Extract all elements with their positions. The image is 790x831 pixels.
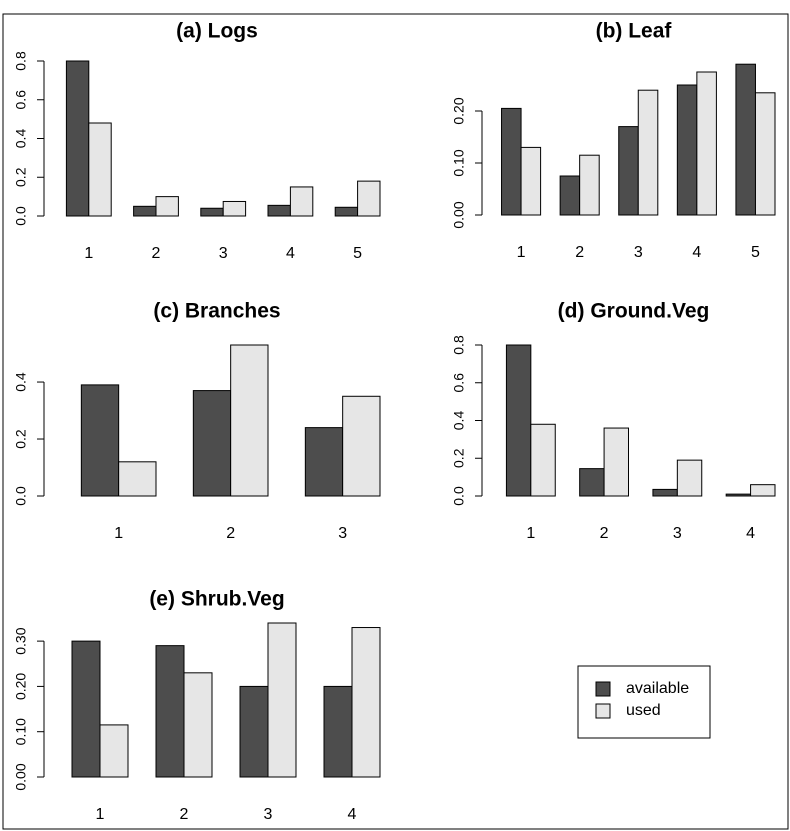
x-tick-label: 1 <box>114 525 123 542</box>
bar <box>579 154 600 216</box>
bar <box>676 459 703 497</box>
bar <box>696 71 717 216</box>
bar <box>618 126 639 216</box>
chart-title: (b) Leaf <box>596 20 673 43</box>
y-tick-label: 0.0 <box>13 486 29 506</box>
bar <box>222 200 247 217</box>
legend-box <box>577 665 711 739</box>
bar <box>267 622 297 778</box>
y-tick-label: 0.00 <box>13 763 29 790</box>
bar <box>735 63 756 216</box>
bar <box>155 196 179 217</box>
x-tick-label: 2 <box>152 245 161 262</box>
x-tick-label: 5 <box>751 244 760 261</box>
y-tick-label: 0.10 <box>451 149 467 176</box>
chart-title: (c) Branches <box>153 300 280 323</box>
bar <box>637 89 659 216</box>
x-tick-label: 3 <box>219 245 228 262</box>
bar <box>530 423 556 497</box>
x-tick-label: 1 <box>84 245 93 262</box>
bar <box>289 186 314 217</box>
bar <box>652 488 678 497</box>
bar <box>520 146 542 216</box>
bar <box>357 180 381 217</box>
bar <box>725 493 752 497</box>
bar <box>342 395 381 497</box>
y-tick-label: 0.6 <box>451 373 467 393</box>
bar <box>304 427 344 497</box>
bar <box>230 344 269 497</box>
bar <box>155 645 185 778</box>
x-tick-label: 1 <box>96 806 105 823</box>
bar <box>754 92 776 216</box>
bar <box>559 175 581 216</box>
bar <box>579 468 605 497</box>
x-tick-label: 3 <box>673 525 682 542</box>
bar <box>267 204 291 217</box>
y-tick-label: 0.8 <box>13 51 29 71</box>
bar <box>603 427 629 497</box>
x-tick-label: 4 <box>746 525 755 542</box>
bar <box>71 640 101 778</box>
y-tick-label: 0.2 <box>13 429 29 449</box>
y-tick-label: 0.20 <box>451 97 467 124</box>
x-tick-label: 1 <box>517 244 526 261</box>
y-tick-label: 0.0 <box>13 206 29 226</box>
bar <box>501 107 522 216</box>
y-tick-label: 0.4 <box>13 372 29 392</box>
bar <box>351 627 381 778</box>
y-tick-label: 0.00 <box>451 201 467 228</box>
y-tick-label: 0.4 <box>13 129 29 149</box>
x-tick-label: 5 <box>353 245 362 262</box>
bar <box>239 685 269 778</box>
x-tick-label: 4 <box>692 244 701 261</box>
legend-swatch <box>595 681 611 697</box>
x-tick-label: 2 <box>600 525 609 542</box>
y-tick-label: 0.8 <box>451 335 467 355</box>
x-tick-label: 3 <box>338 525 347 542</box>
x-tick-label: 4 <box>348 806 357 823</box>
bar <box>505 344 532 497</box>
legend <box>577 665 711 739</box>
x-tick-label: 1 <box>526 525 535 542</box>
bar <box>200 207 224 217</box>
bar <box>80 384 120 497</box>
bar <box>192 390 232 497</box>
chart-title: (e) Shrub.Veg <box>149 588 284 611</box>
x-tick-label: 2 <box>180 806 189 823</box>
x-tick-label: 4 <box>286 245 295 262</box>
bar <box>65 60 90 217</box>
bar <box>183 672 213 778</box>
legend-label: available <box>626 680 689 697</box>
bar <box>99 724 129 778</box>
x-tick-label: 2 <box>226 525 235 542</box>
chart-title: (d) Ground.Veg <box>558 300 710 323</box>
x-tick-label: 3 <box>634 244 643 261</box>
y-tick-label: 0.2 <box>13 167 29 187</box>
frame <box>2 13 789 830</box>
y-tick-label: 0.6 <box>13 90 29 110</box>
y-tick-label: 0.2 <box>451 448 467 468</box>
x-tick-label: 2 <box>575 244 584 261</box>
legend-label: used <box>626 702 661 719</box>
x-tick-label: 3 <box>264 806 273 823</box>
bar <box>323 685 353 778</box>
bar <box>750 484 776 497</box>
y-tick-label: 0.10 <box>13 718 29 745</box>
y-tick-label: 0.30 <box>13 627 29 654</box>
y-tick-label: 0.20 <box>13 673 29 700</box>
y-tick-label: 0.0 <box>451 486 467 506</box>
chart-title: (a) Logs <box>176 20 258 43</box>
y-tick-label: 0.4 <box>451 411 467 431</box>
bar <box>676 84 698 216</box>
bar <box>118 461 157 497</box>
legend-swatch <box>595 703 611 719</box>
bar <box>334 206 359 217</box>
bar <box>88 122 112 217</box>
bar <box>133 205 157 217</box>
